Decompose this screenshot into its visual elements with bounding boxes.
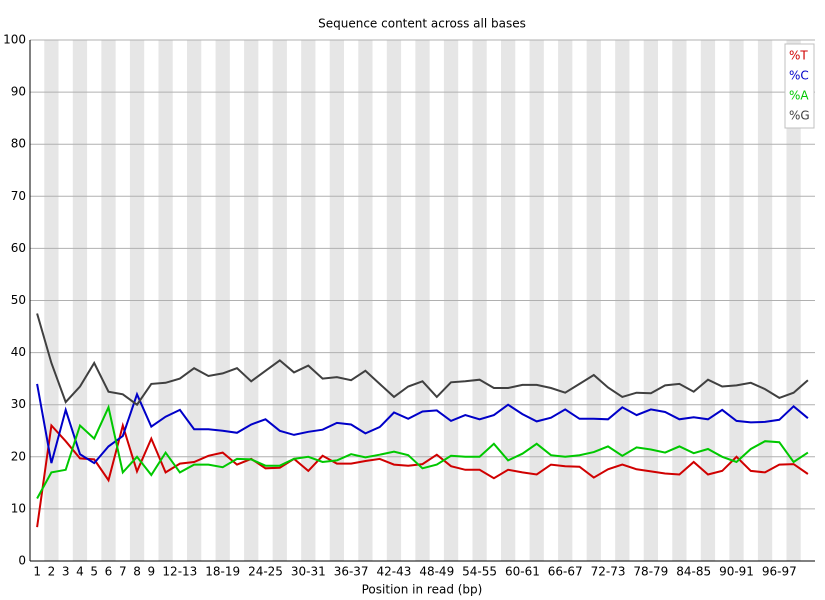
- legend-box: [784, 43, 815, 129]
- y-tick-label: 10: [11, 501, 26, 515]
- x-tick-label: 24-25: [248, 565, 283, 579]
- x-tick-label: 9: [147, 565, 155, 579]
- x-tick-label: 6: [105, 565, 113, 579]
- x-tick-label: 12-13: [162, 565, 197, 579]
- x-tick-label: 54-55: [462, 565, 497, 579]
- y-tick-label: 50: [11, 293, 26, 307]
- y-tick-label: 30: [11, 397, 26, 411]
- x-tick-label: 8: [133, 565, 141, 579]
- x-tick-label: 36-37: [334, 565, 369, 579]
- x-tick-label: 84-85: [676, 565, 711, 579]
- chart-title: Sequence content across all bases: [318, 17, 526, 31]
- y-tick-label: 80: [11, 137, 26, 151]
- x-tick-label: 48-49: [419, 565, 454, 579]
- x-tick-label: 18-19: [205, 565, 240, 579]
- y-tick-label: 0: [18, 554, 26, 568]
- y-tick-label: 60: [11, 241, 26, 255]
- x-tick-label: 7: [119, 565, 127, 579]
- series-line: [36, 383, 809, 465]
- series-line: [36, 313, 809, 407]
- x-tick-label: 30-31: [291, 565, 326, 579]
- y-tick-label: 40: [11, 345, 26, 359]
- x-tick-label: 66-67: [548, 565, 583, 579]
- legend-entry: %A: [789, 89, 809, 103]
- x-axis-label: Position in read (bp): [362, 583, 483, 597]
- x-tick-label: 96-97: [762, 565, 797, 579]
- y-tick-label: 90: [11, 85, 26, 99]
- x-tick-label: 78-79: [633, 565, 668, 579]
- legend-entry: %T: [789, 49, 808, 63]
- x-tick-label: 5: [90, 565, 98, 579]
- x-tick-label: 60-61: [505, 565, 540, 579]
- x-tick-label: 72-73: [591, 565, 626, 579]
- y-tick-label: 100: [3, 33, 26, 47]
- x-tick-label: 2: [48, 565, 56, 579]
- x-tick-label: 3: [62, 565, 70, 579]
- series-line: [36, 421, 809, 528]
- x-tick-label: 90-91: [719, 565, 754, 579]
- legend-entry: %C: [789, 69, 809, 83]
- x-tick-label: 42-43: [377, 565, 412, 579]
- x-tick-label: 4: [76, 565, 84, 579]
- y-tick-label: 20: [11, 449, 26, 463]
- y-tick-label: 70: [11, 189, 26, 203]
- series-line: [36, 404, 809, 499]
- x-tick-label: 1: [33, 565, 41, 579]
- legend-entry: %G: [789, 109, 810, 123]
